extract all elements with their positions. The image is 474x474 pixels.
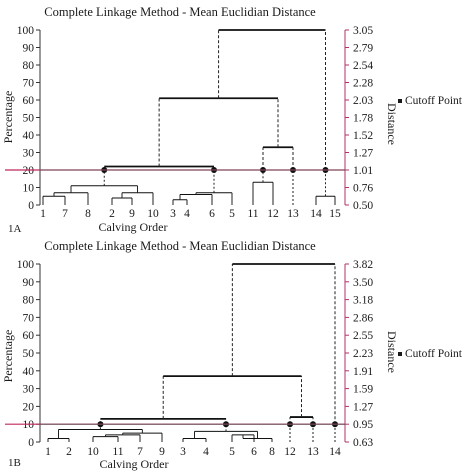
left-tick-label: 70 bbox=[23, 78, 35, 90]
left-tick-label: 70 bbox=[23, 312, 35, 324]
leaf-label: 14 bbox=[329, 446, 341, 458]
right-tick-label: 0.76 bbox=[353, 183, 373, 195]
right-tick-label: 3.50 bbox=[353, 277, 373, 289]
leaf-label: 10 bbox=[87, 446, 99, 458]
left-tick-label: 80 bbox=[23, 295, 35, 307]
y2-axis-label: Distance bbox=[385, 331, 399, 373]
left-tick-label: 90 bbox=[23, 43, 35, 55]
left-tick-label: 50 bbox=[23, 348, 35, 360]
chart-title: Complete Linkage Method - Mean Euclidian… bbox=[44, 239, 316, 253]
left-tick-label: 90 bbox=[23, 277, 35, 289]
right-tick-label: 1.52 bbox=[353, 130, 373, 142]
right-tick-label: 1.01 bbox=[353, 165, 373, 177]
right-tick-label: 1.78 bbox=[353, 113, 373, 125]
left-tick-label: 30 bbox=[23, 384, 35, 396]
right-tick-label: 2.86 bbox=[353, 312, 373, 324]
legend-label: Cutoff Point bbox=[405, 348, 463, 360]
leaf-label: 15 bbox=[329, 208, 341, 220]
right-tick-label: 2.55 bbox=[353, 330, 373, 342]
dendrogram-panel-1a: Complete Linkage Method - Mean Euclidian… bbox=[1, 5, 463, 235]
leaf-label: 13 bbox=[307, 446, 319, 458]
leaf-label: 12 bbox=[267, 208, 279, 220]
leaf-label: 5 bbox=[229, 208, 235, 220]
left-tick-label: 50 bbox=[23, 113, 35, 125]
legend-marker bbox=[398, 352, 402, 356]
left-tick-label: 10 bbox=[23, 183, 35, 195]
left-tick-label: 80 bbox=[23, 60, 35, 72]
left-tick-label: 40 bbox=[23, 366, 35, 378]
right-tick-label: 3.82 bbox=[353, 259, 373, 271]
leaf-label: 3 bbox=[170, 208, 176, 220]
y2-axis-label: Distance bbox=[385, 103, 399, 145]
y-axis-label: Percentage bbox=[1, 91, 15, 144]
left-tick-label: 20 bbox=[23, 165, 35, 177]
leaf-label: 11 bbox=[112, 446, 123, 458]
right-tick-label: 2.54 bbox=[353, 60, 373, 72]
right-tick-label: 2.79 bbox=[353, 43, 373, 55]
right-tick-label: 1.27 bbox=[353, 401, 373, 413]
leaf-label: 1 bbox=[40, 208, 46, 220]
leaf-label: 6 bbox=[209, 208, 215, 220]
leaf-label: 12 bbox=[284, 446, 296, 458]
leaf-label: 13 bbox=[287, 208, 299, 220]
legend-marker bbox=[398, 99, 402, 103]
left-tick-label: 60 bbox=[23, 330, 35, 342]
right-tick-label: 1.59 bbox=[353, 384, 373, 396]
leaf-label: 3 bbox=[180, 446, 186, 458]
dendrogram-panel-1b: Complete Linkage Method - Mean Euclidian… bbox=[1, 239, 463, 471]
right-tick-label: 1.27 bbox=[353, 148, 373, 160]
left-tick-label: 0 bbox=[28, 437, 34, 449]
left-tick-label: 30 bbox=[23, 148, 35, 160]
left-tick-label: 20 bbox=[23, 401, 35, 413]
chart-title: Complete Linkage Method - Mean Euclidian… bbox=[44, 5, 316, 19]
leaf-label: 1 bbox=[45, 446, 51, 458]
leaf-label: 8 bbox=[85, 208, 91, 220]
leaf-label: 5 bbox=[229, 446, 235, 458]
leaf-label: 6 bbox=[251, 446, 257, 458]
right-tick-label: 0.95 bbox=[353, 419, 373, 431]
right-tick-label: 0.63 bbox=[353, 437, 373, 449]
right-tick-label: 2.28 bbox=[353, 78, 373, 90]
left-tick-label: 10 bbox=[23, 419, 35, 431]
leaf-label: 14 bbox=[310, 208, 322, 220]
legend-label: Cutoff Point bbox=[405, 95, 463, 107]
right-tick-label: 3.18 bbox=[353, 295, 373, 307]
left-tick-label: 60 bbox=[23, 95, 35, 107]
x-axis-label: Calving Order bbox=[99, 220, 168, 234]
panel-label: 1A bbox=[8, 223, 22, 235]
x-axis-label: Calving Order bbox=[100, 457, 169, 471]
leaf-label: 7 bbox=[137, 446, 143, 458]
leaf-label: 9 bbox=[129, 208, 135, 220]
left-tick-label: 100 bbox=[17, 25, 35, 37]
left-tick-label: 40 bbox=[23, 130, 35, 142]
leaf-label: 2 bbox=[66, 446, 72, 458]
left-tick-label: 0 bbox=[28, 200, 34, 212]
leaf-label: 7 bbox=[62, 208, 68, 220]
right-tick-label: 2.23 bbox=[353, 348, 373, 360]
right-tick-label: 1.91 bbox=[353, 366, 373, 378]
right-tick-label: 3.05 bbox=[353, 25, 373, 37]
leaf-label: 11 bbox=[247, 208, 258, 220]
leaf-label: 10 bbox=[147, 208, 159, 220]
right-tick-label: 0.50 bbox=[353, 200, 373, 212]
leaf-label: 4 bbox=[203, 446, 209, 458]
right-tick-label: 2.03 bbox=[353, 95, 373, 107]
left-tick-label: 100 bbox=[17, 259, 35, 271]
leaf-label: 9 bbox=[159, 446, 165, 458]
leaf-label: 8 bbox=[269, 446, 275, 458]
leaf-label: 2 bbox=[109, 208, 115, 220]
panel-label: 1B bbox=[8, 457, 21, 469]
y-axis-label: Percentage bbox=[1, 330, 15, 383]
leaf-label: 4 bbox=[184, 208, 190, 220]
